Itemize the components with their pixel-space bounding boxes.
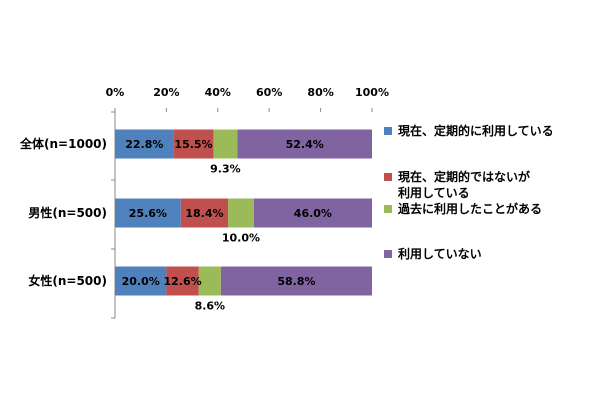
data-label: 20.0%: [122, 275, 160, 288]
bar-segment: [198, 266, 221, 296]
data-label: 12.6%: [164, 275, 202, 288]
axis-layer: 0% 20% 40% 60% 80% 100% 全体(n=1000) 男性(n=500) 女性(…: [19, 86, 389, 319]
category-label: 男性(n=500): [28, 205, 107, 220]
x-tick-label: 100%: [355, 86, 389, 99]
legend-label: 過去に利用したことがある: [397, 201, 542, 216]
legend-label: 利用していない: [398, 246, 482, 261]
legend: 現在、定期的に利用している現在、定期的ではないが利用している過去に利用したことが…: [384, 123, 554, 261]
bars-layer: [115, 129, 372, 296]
category-label: 女性(n=500): [28, 273, 107, 288]
bar-segment: [115, 198, 181, 228]
x-tick-label: 60%: [256, 86, 282, 99]
bar-segment: [213, 129, 238, 159]
data-labels-layer: 22.8% 15.5% 9.3% 52.4% 25.6% 18.4% 10.0% 46.0% 2…: [122, 138, 332, 313]
data-label: 25.6%: [129, 207, 167, 220]
legend-swatch: [384, 173, 392, 181]
data-label: 8.6%: [195, 300, 226, 313]
legend-label: 現在、定期的ではないが利用している: [398, 169, 530, 200]
bar-segment: [228, 198, 254, 228]
data-label: 10.0%: [222, 232, 260, 245]
data-label: 9.3%: [210, 163, 241, 176]
data-label: 52.4%: [286, 138, 324, 151]
data-label: 46.0%: [294, 207, 332, 220]
data-label: 58.8%: [277, 275, 315, 288]
data-label: 15.5%: [174, 138, 212, 151]
legend-swatch: [384, 205, 392, 213]
x-tick-label: 20%: [153, 86, 179, 99]
legend-swatch: [384, 127, 392, 135]
legend-label: 現在、定期的に利用している: [398, 123, 554, 138]
bar-segment: [115, 266, 167, 296]
data-label: 22.8%: [125, 138, 163, 151]
legend-swatch: [384, 250, 392, 258]
bar-segment: [173, 129, 214, 159]
x-tick-label: 80%: [307, 86, 333, 99]
bar-segment: [115, 129, 174, 159]
category-label: 全体(n=1000): [19, 136, 107, 151]
bar-segment: [180, 198, 229, 228]
data-label: 18.4%: [185, 207, 223, 220]
bar-segment: [166, 266, 199, 296]
bar-segment: [237, 129, 372, 159]
bar-segment: [220, 266, 372, 296]
x-tick-label: 40%: [205, 86, 231, 99]
bar-segment: [253, 198, 372, 228]
x-tick-label: 0%: [106, 86, 125, 99]
